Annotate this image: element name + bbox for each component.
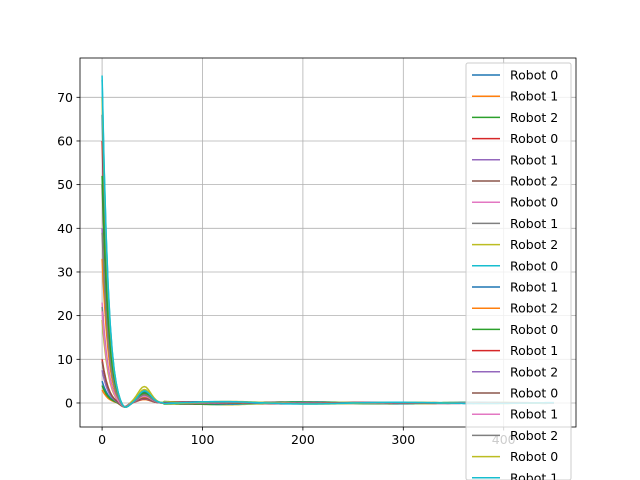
legend-label: Robot 1 — [510, 407, 558, 422]
y-tick-label: 0 — [65, 395, 73, 410]
legend-label: Robot 1 — [510, 470, 558, 480]
legend-label: Robot 1 — [510, 152, 558, 167]
x-tick-label: 200 — [291, 432, 315, 447]
x-tick-label: 300 — [391, 432, 415, 447]
y-tick-label: 50 — [57, 177, 73, 192]
legend-label: Robot 2 — [510, 301, 558, 316]
legend-label: Robot 0 — [510, 322, 558, 337]
y-tick-label: 70 — [57, 90, 73, 105]
legend-label: Robot 0 — [510, 449, 558, 464]
legend-label: Robot 0 — [510, 68, 558, 83]
legend-box — [465, 62, 572, 480]
x-tick-label: 100 — [191, 432, 215, 447]
legend: Robot 0 Robot 1 Robot 2 Robot 0 Robot 1 Robot… — [465, 62, 572, 480]
legend-label: Robot 0 — [510, 258, 558, 273]
legend-label: Robot 1 — [510, 343, 558, 358]
y-tick-label: 60 — [57, 133, 73, 148]
y-tick-label: 10 — [57, 352, 73, 367]
legend-label: Robot 2 — [510, 174, 558, 189]
axis-ticks: 0100200300400010203040506070 — [57, 90, 516, 447]
legend-label: Robot 2 — [510, 237, 558, 252]
y-tick-label: 40 — [57, 221, 73, 236]
legend-label: Robot 1 — [510, 216, 558, 231]
y-tick-label: 20 — [57, 308, 73, 323]
x-tick-label: 0 — [98, 432, 106, 447]
legend-label: Robot 2 — [510, 364, 558, 379]
legend-label: Robot 0 — [510, 386, 558, 401]
plot-frame — [79, 57, 577, 428]
legend-label: Robot 2 — [510, 110, 558, 125]
y-tick-label: 30 — [57, 264, 73, 279]
legend-label: Robot 1 — [510, 89, 558, 104]
legend-label: Robot 0 — [510, 195, 558, 210]
legend-label: Robot 0 — [510, 131, 558, 146]
legend-label: Robot 2 — [510, 428, 558, 443]
legend-label: Robot 1 — [510, 280, 558, 295]
